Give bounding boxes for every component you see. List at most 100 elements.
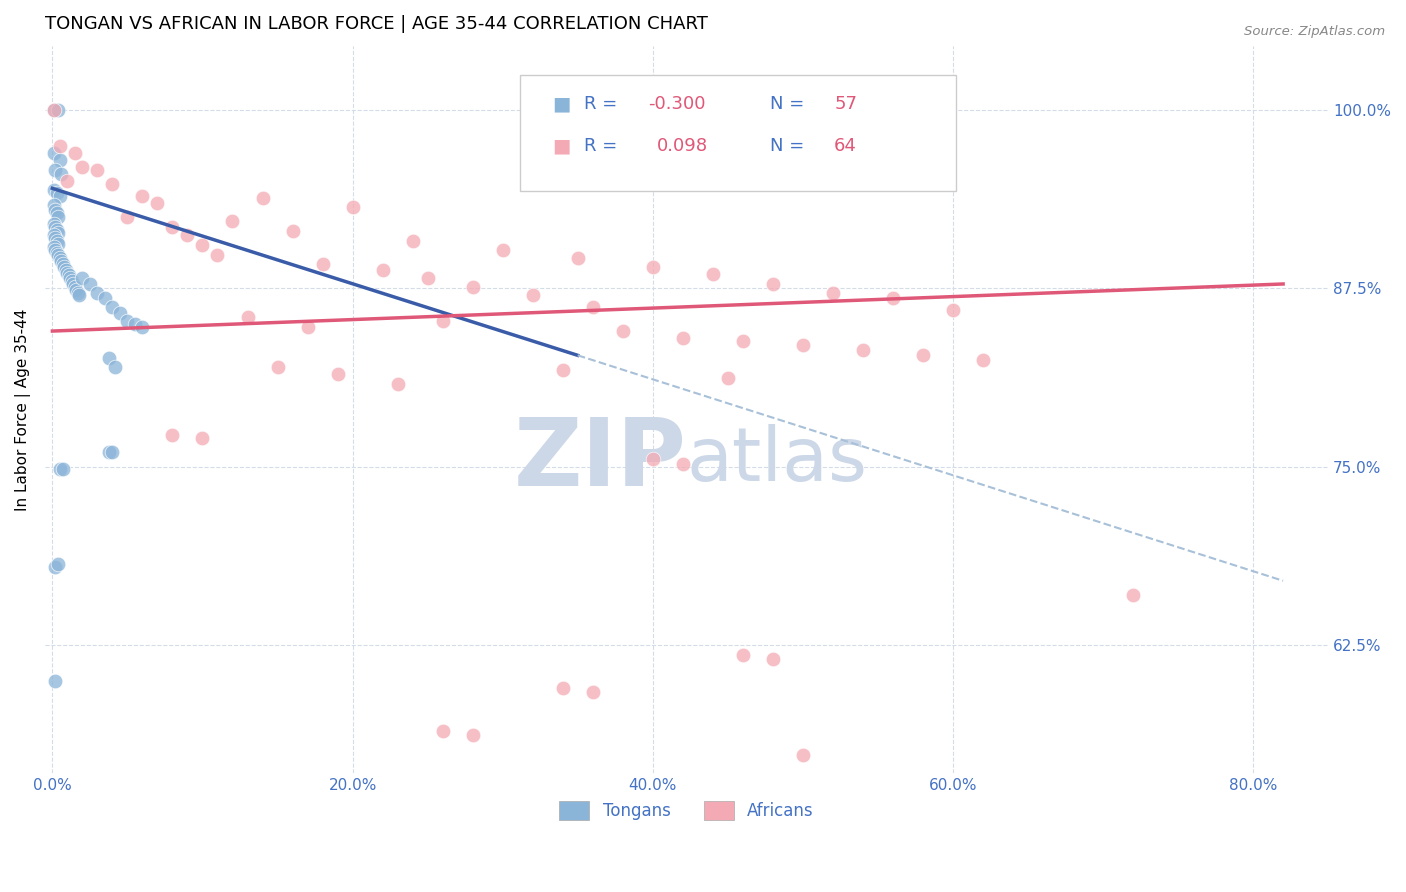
Point	[612, 324, 634, 338]
Point	[44, 202, 66, 217]
Point	[762, 652, 785, 666]
Point	[117, 210, 139, 224]
FancyBboxPatch shape	[520, 75, 956, 191]
Point	[492, 243, 515, 257]
Point	[55, 262, 77, 277]
Point	[53, 260, 76, 274]
Point	[48, 557, 70, 571]
Point	[821, 285, 844, 300]
Point	[51, 167, 73, 181]
Point	[882, 291, 904, 305]
Point	[124, 317, 146, 331]
Point	[461, 728, 484, 742]
Point	[56, 266, 79, 280]
Point	[387, 376, 409, 391]
Point	[65, 283, 87, 297]
Point	[44, 559, 66, 574]
Point	[42, 217, 65, 231]
Point	[104, 359, 127, 374]
Point	[342, 200, 364, 214]
Point	[42, 145, 65, 160]
Point	[762, 277, 785, 291]
Point	[49, 188, 72, 202]
Text: -0.300: -0.300	[648, 95, 706, 113]
Point	[731, 334, 754, 348]
Point	[101, 177, 124, 191]
Point	[672, 331, 695, 345]
Point	[63, 280, 86, 294]
Y-axis label: In Labor Force | Age 35-44: In Labor Force | Age 35-44	[15, 309, 31, 511]
Point	[42, 198, 65, 212]
Point	[42, 228, 65, 243]
Point	[702, 267, 724, 281]
Point	[45, 205, 67, 219]
Point	[108, 305, 131, 319]
Point	[44, 162, 66, 177]
Point	[911, 348, 934, 362]
Point	[162, 428, 184, 442]
Point	[522, 288, 544, 302]
Point	[221, 214, 243, 228]
Point	[551, 362, 574, 376]
Text: 57: 57	[834, 95, 858, 113]
Point	[48, 248, 70, 262]
Point	[252, 191, 274, 205]
Text: R =: R =	[583, 137, 623, 155]
Point	[432, 314, 454, 328]
Point	[56, 174, 79, 188]
Point	[42, 183, 65, 197]
Point	[792, 747, 814, 762]
Point	[72, 271, 94, 285]
Point	[49, 138, 72, 153]
Point	[311, 257, 333, 271]
Point	[42, 103, 65, 117]
Point	[717, 371, 740, 385]
Text: ZIP: ZIP	[513, 415, 686, 507]
Point	[45, 223, 67, 237]
Point	[191, 431, 214, 445]
Point	[641, 260, 664, 274]
Point	[49, 153, 72, 167]
Point	[98, 351, 121, 366]
Text: TONGAN VS AFRICAN IN LABOR FORCE | AGE 35-44 CORRELATION CHART: TONGAN VS AFRICAN IN LABOR FORCE | AGE 3…	[45, 15, 707, 33]
Point	[101, 445, 124, 459]
Point	[86, 285, 108, 300]
Point	[416, 271, 439, 285]
Point	[266, 359, 288, 374]
Point	[852, 343, 875, 357]
Point	[44, 219, 66, 234]
Point	[146, 195, 169, 210]
Point	[42, 103, 65, 117]
Point	[48, 226, 70, 240]
Point	[45, 234, 67, 248]
Point	[44, 673, 66, 688]
Point	[281, 224, 304, 238]
Point	[98, 445, 121, 459]
Point	[48, 237, 70, 252]
Point	[432, 723, 454, 738]
Point	[60, 274, 83, 288]
Point	[62, 277, 84, 291]
Point	[63, 145, 86, 160]
Point	[48, 210, 70, 224]
Point	[45, 245, 67, 260]
Point	[101, 300, 124, 314]
Point	[86, 162, 108, 177]
Point	[44, 231, 66, 245]
Point	[52, 257, 75, 271]
Text: Source: ZipAtlas.com: Source: ZipAtlas.com	[1244, 25, 1385, 38]
Point	[48, 103, 70, 117]
Point	[461, 280, 484, 294]
Point	[51, 254, 73, 268]
Point	[1122, 588, 1144, 602]
Point	[72, 160, 94, 174]
Point	[131, 188, 153, 202]
Point	[942, 302, 965, 317]
Text: N =: N =	[770, 95, 810, 113]
Point	[371, 262, 394, 277]
Point	[117, 314, 139, 328]
Point	[641, 452, 664, 467]
Point	[162, 219, 184, 234]
Point	[582, 300, 605, 314]
Point	[207, 248, 229, 262]
